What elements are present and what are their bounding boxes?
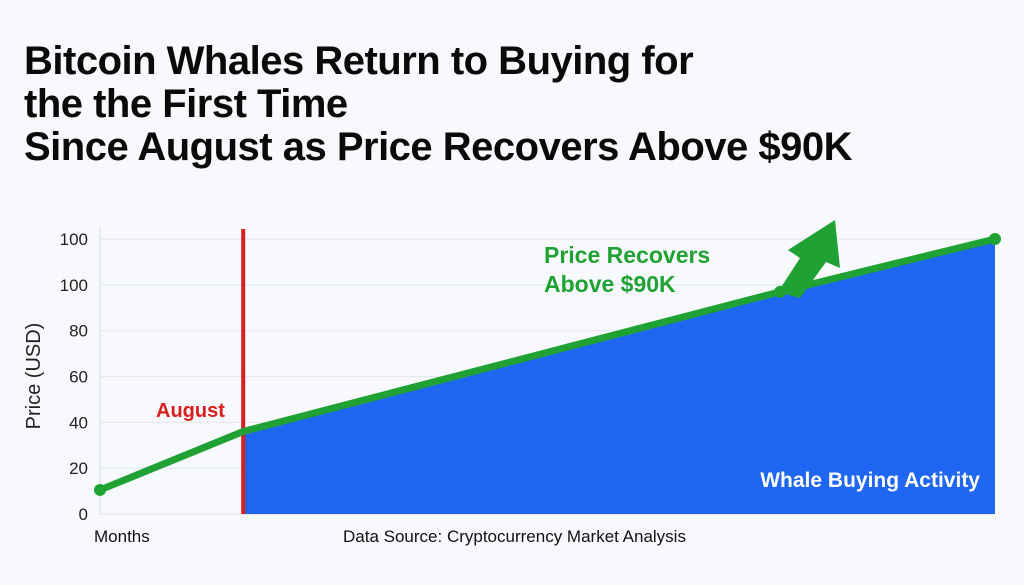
whale-buying-area: [243, 239, 995, 514]
up-arrow-icon: [778, 220, 840, 298]
fill-label: Whale Buying Activity: [760, 469, 980, 492]
x-axis-label: Months: [94, 527, 150, 546]
title-line-1: Bitcoin Whales Return to Buying for: [24, 39, 694, 83]
y-tick-label: 0: [79, 505, 88, 524]
price-point: [989, 233, 1001, 245]
price-line: [96, 235, 999, 494]
y-tick-label: 80: [69, 322, 88, 341]
title-line-3: Since August as Price Recovers Above $90…: [24, 125, 853, 169]
y-tick-label: 60: [69, 368, 88, 387]
august-label: August: [156, 400, 225, 422]
y-tick-label: 100: [60, 230, 88, 249]
title-line-2: the the First Time: [24, 82, 348, 126]
y-axis-label: Price (USD): [23, 323, 45, 430]
price-recovers-label-1: Price Recovers: [544, 242, 710, 268]
y-tick-label: 100: [60, 276, 88, 295]
chart-title: Bitcoin Whales Return to Buying for the …: [24, 39, 853, 169]
price-point: [94, 483, 106, 496]
data-source: Data Source: Cryptocurrency Market Analy…: [343, 527, 686, 546]
price-recovers-label-2: Above $90K: [544, 271, 676, 297]
y-tick-label: 20: [69, 459, 88, 478]
y-tick-label: 40: [69, 413, 88, 432]
